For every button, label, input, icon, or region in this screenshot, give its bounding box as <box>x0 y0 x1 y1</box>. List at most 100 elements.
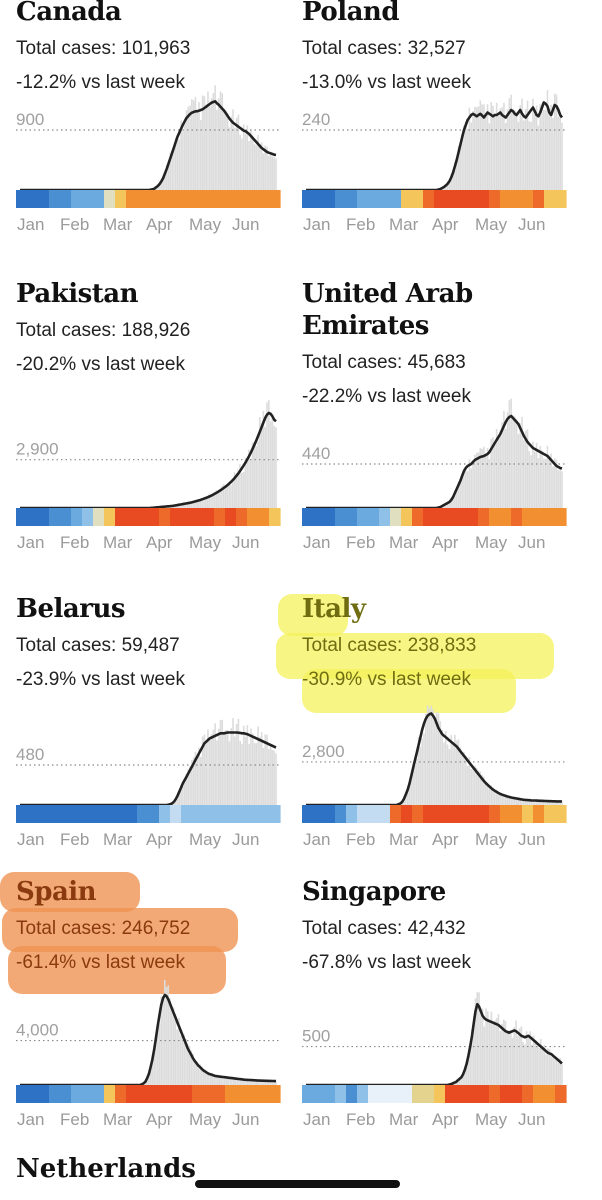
daily-bar <box>262 153 265 190</box>
daily-bar <box>253 144 256 190</box>
daily-bar <box>437 713 440 805</box>
phase-segment <box>170 805 182 823</box>
daily-bar <box>519 798 522 805</box>
month-label: Feb <box>60 830 89 849</box>
daily-bar <box>467 1054 470 1085</box>
daily-bar <box>243 1078 246 1085</box>
phase-segment <box>82 1085 94 1103</box>
phase-segment <box>93 805 105 823</box>
daily-bar <box>162 176 165 190</box>
daily-bar <box>553 93 556 190</box>
daily-bar <box>537 801 540 805</box>
next-country-heading: Netherlands <box>16 1154 196 1184</box>
daily-bar <box>262 747 265 805</box>
phase-segment <box>346 1085 358 1103</box>
daily-bar <box>524 430 527 508</box>
daily-bar <box>212 729 215 805</box>
daily-bar <box>529 1031 532 1085</box>
phase-segment <box>313 805 325 823</box>
phase-segment <box>38 508 50 526</box>
daily-bar <box>552 466 554 508</box>
phase-segment <box>544 1085 556 1103</box>
daily-bar <box>239 134 241 190</box>
month-label: Jun <box>518 1110 545 1129</box>
daily-bar <box>459 747 462 805</box>
daily-bar <box>275 427 277 508</box>
daily-bar <box>468 107 471 190</box>
daily-bar <box>550 1056 553 1085</box>
daily-bar <box>475 767 478 805</box>
daily-bar <box>481 448 483 508</box>
daily-bar <box>208 494 211 508</box>
daily-bar <box>478 992 480 1085</box>
phase-segment <box>313 508 325 526</box>
phase-segment <box>148 805 160 823</box>
month-label: May <box>189 215 222 234</box>
daily-bar <box>155 1034 157 1085</box>
daily-bar <box>419 747 422 805</box>
phase-segment <box>214 190 226 208</box>
daily-bar <box>205 740 207 805</box>
daily-bar <box>506 1030 509 1085</box>
daily-bar <box>486 104 489 190</box>
daily-bar <box>555 94 558 190</box>
phase-segment <box>467 1085 479 1103</box>
daily-bar <box>201 500 203 508</box>
daily-bar <box>488 459 491 508</box>
daily-bar <box>250 1080 253 1085</box>
phase-segment <box>335 190 347 208</box>
phase-segment <box>544 190 556 208</box>
daily-bar <box>510 796 512 805</box>
daily-bar <box>559 1057 562 1085</box>
month-label: Apr <box>146 533 173 552</box>
daily-bar <box>517 799 520 805</box>
daily-bar <box>487 1011 489 1085</box>
daily-bar <box>502 1019 505 1085</box>
daily-bar <box>470 468 473 508</box>
phase-segment <box>170 508 182 526</box>
phase-segment <box>93 508 105 526</box>
country-name-line: United Arab <box>302 279 473 309</box>
daily-bar <box>486 782 489 805</box>
phase-segment <box>214 805 226 823</box>
daily-bar <box>518 1028 521 1085</box>
reference-label: 440 <box>302 444 330 463</box>
phase-segment <box>71 805 83 823</box>
phase-segment <box>82 805 94 823</box>
daily-bar <box>481 104 483 190</box>
daily-bar <box>210 734 213 805</box>
daily-bar <box>520 1026 523 1085</box>
phase-segment <box>71 1085 83 1103</box>
daily-bar <box>540 1039 542 1085</box>
daily-bar <box>228 127 231 190</box>
daily-bar <box>219 91 222 190</box>
phase-segment <box>544 805 556 823</box>
daily-bar <box>503 793 505 805</box>
phase-segment <box>60 190 72 208</box>
month-label: Jun <box>518 533 545 552</box>
daily-bar <box>470 769 473 805</box>
daily-bar <box>474 106 476 190</box>
daily-bar <box>234 736 236 805</box>
daily-bars <box>397 705 563 805</box>
daily-bar <box>519 105 522 190</box>
phase-segment <box>412 1085 424 1103</box>
phase-segment <box>467 190 479 208</box>
daily-bar <box>242 124 245 190</box>
daily-bar <box>221 485 223 508</box>
daily-bar <box>475 452 478 508</box>
phase-segment <box>555 805 567 823</box>
daily-bar <box>415 759 418 805</box>
daily-bar <box>550 800 552 805</box>
daily-bar <box>218 1074 221 1085</box>
phase-segment <box>346 508 358 526</box>
daily-bar <box>526 100 529 190</box>
phase-segment <box>126 190 138 208</box>
daily-bar <box>178 793 181 805</box>
daily-bar <box>531 1044 533 1085</box>
daily-bar <box>177 504 180 508</box>
phase-segment <box>159 1085 171 1103</box>
daily-bar <box>472 765 474 805</box>
daily-bar <box>269 744 272 805</box>
daily-bar <box>215 1075 217 1085</box>
